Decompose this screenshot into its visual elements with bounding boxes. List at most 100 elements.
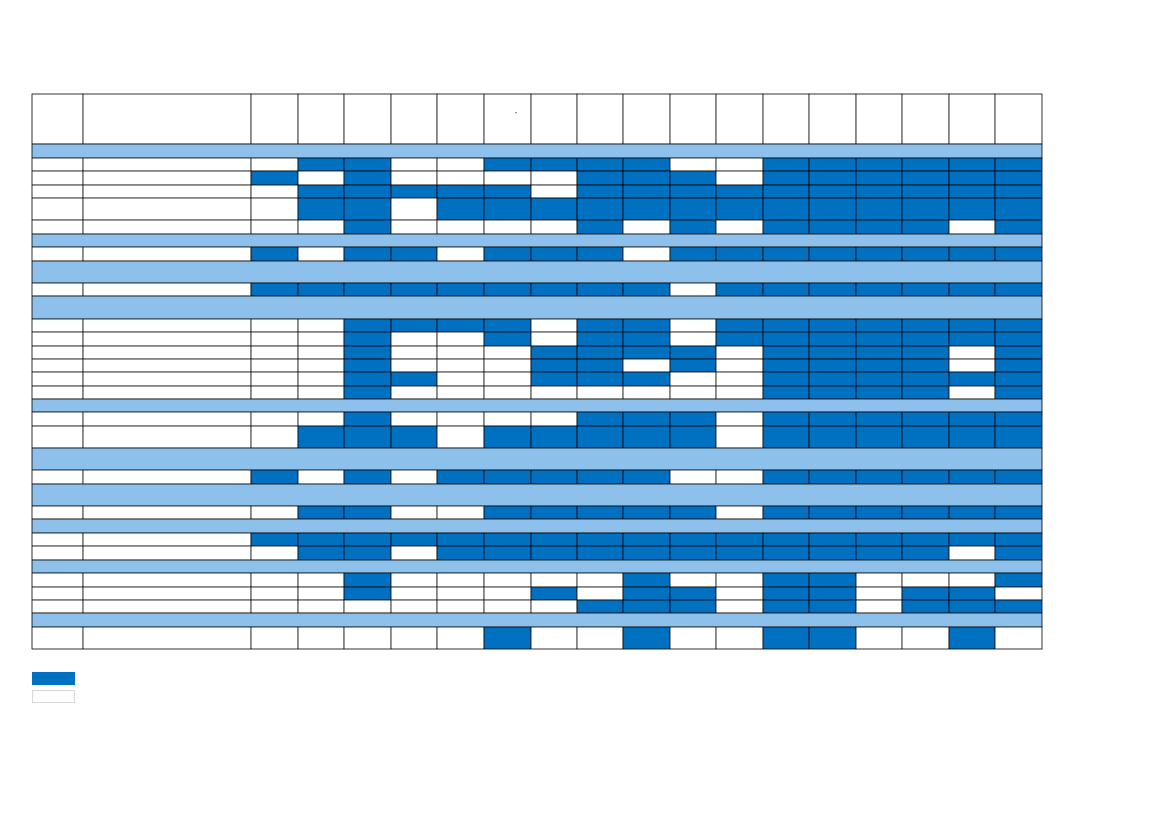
matrix-cell-empty [576,586,624,601]
matrix-cell-filled [948,425,996,449]
matrix-cell-empty [669,626,717,650]
row-label-cell [82,331,252,347]
matrix-cell-filled [855,371,903,387]
matrix-cell-empty [530,599,578,614]
matrix-cell-filled [715,545,764,561]
matrix-cell-filled [901,532,950,547]
row-label-cell [82,532,252,547]
matrix-cell-filled [390,282,438,297]
row-label-cell [82,358,252,373]
matrix-cell-empty [483,219,532,235]
row-label-cell [82,184,252,199]
matrix-cell-filled [901,331,950,347]
matrix-cell-filled [343,157,392,172]
row-id-cell [31,385,84,400]
row-id-cell [31,345,84,360]
matrix-cell-filled [901,586,950,601]
matrix-cell-filled [622,197,671,221]
matrix-cell-filled [994,331,1043,347]
matrix-cell-filled [855,184,903,199]
matrix-cell-empty [622,219,671,235]
matrix-cell-empty [948,358,996,373]
matrix-cell-filled [622,545,671,561]
matrix-cell-filled [483,469,532,485]
row-id-cell [31,425,84,449]
matrix-cell-filled [669,545,717,561]
matrix-cell-empty [715,170,764,186]
matrix-cell-filled [530,246,578,262]
matrix-cell-filled [530,157,578,172]
matrix-cell-filled [297,197,345,221]
matrix-cell-filled [483,626,532,650]
matrix-cell-empty [715,219,764,235]
matrix-cell-filled [855,318,903,333]
matrix-cell-filled [855,345,903,360]
matrix-cell-filled [669,425,717,449]
row-label-cell [82,282,252,297]
matrix-cell-empty [436,170,485,186]
matrix-cell-filled [297,282,345,297]
row-id-cell [31,318,84,333]
header-cell [622,93,671,145]
header-cell [436,93,485,145]
matrix-cell-filled [808,358,857,373]
matrix-cell-empty [715,385,764,400]
matrix-cell-filled [343,282,392,297]
matrix-cell-filled [530,197,578,221]
matrix-cell-filled [994,282,1043,297]
matrix-cell-filled [669,219,717,235]
matrix-cell-filled [994,599,1043,614]
matrix-cell-filled [715,246,764,262]
matrix-cell-filled [250,170,299,186]
matrix-cell-empty [715,586,764,601]
matrix-cell-empty [390,345,438,360]
row-id-cell [31,358,84,373]
matrix-cell-filled [948,532,996,547]
header-cell [994,93,1043,145]
matrix-cell-filled [622,170,671,186]
header-mark: - [515,110,518,117]
section-band [31,559,1043,574]
matrix-cell-filled [622,157,671,172]
matrix-cell-empty [669,385,717,400]
row-label-cell [82,318,252,333]
matrix-cell-empty [297,358,345,373]
matrix-cell-filled [530,532,578,547]
matrix-cell-filled [436,318,485,333]
matrix-cell-filled [901,469,950,485]
row-label-cell [82,425,252,449]
matrix-cell-filled [855,532,903,547]
matrix-cell-filled [855,425,903,449]
matrix-cell-empty [994,626,1043,650]
matrix-cell-empty [576,626,624,650]
matrix-cell-filled [576,318,624,333]
row-label-cell [82,599,252,614]
matrix-cell-filled [901,385,950,400]
matrix-cell-empty [669,331,717,347]
matrix-cell-filled [948,331,996,347]
row-id-cell [31,246,84,262]
matrix-cell-filled [576,411,624,427]
matrix-cell-filled [483,157,532,172]
matrix-cell-filled [343,572,392,588]
row-label-cell [82,345,252,360]
row-label-cell [82,469,252,485]
matrix-cell-empty [483,385,532,400]
matrix-cell-empty [715,371,764,387]
matrix-cell-filled [390,318,438,333]
row-label-cell [82,246,252,262]
matrix-cell-empty [715,469,764,485]
matrix-cell-empty [530,318,578,333]
matrix-cell-empty [436,505,485,520]
matrix-cell-filled [343,184,392,199]
matrix-cell-filled [483,545,532,561]
matrix-cell-filled [762,157,810,172]
matrix-cell-filled [762,532,810,547]
matrix-cell-empty [483,345,532,360]
matrix-cell-filled [855,170,903,186]
matrix-cell-filled [576,532,624,547]
matrix-cell-filled [576,358,624,373]
matrix-cell-filled [762,505,810,520]
matrix-cell-filled [436,197,485,221]
matrix-cell-filled [762,545,810,561]
